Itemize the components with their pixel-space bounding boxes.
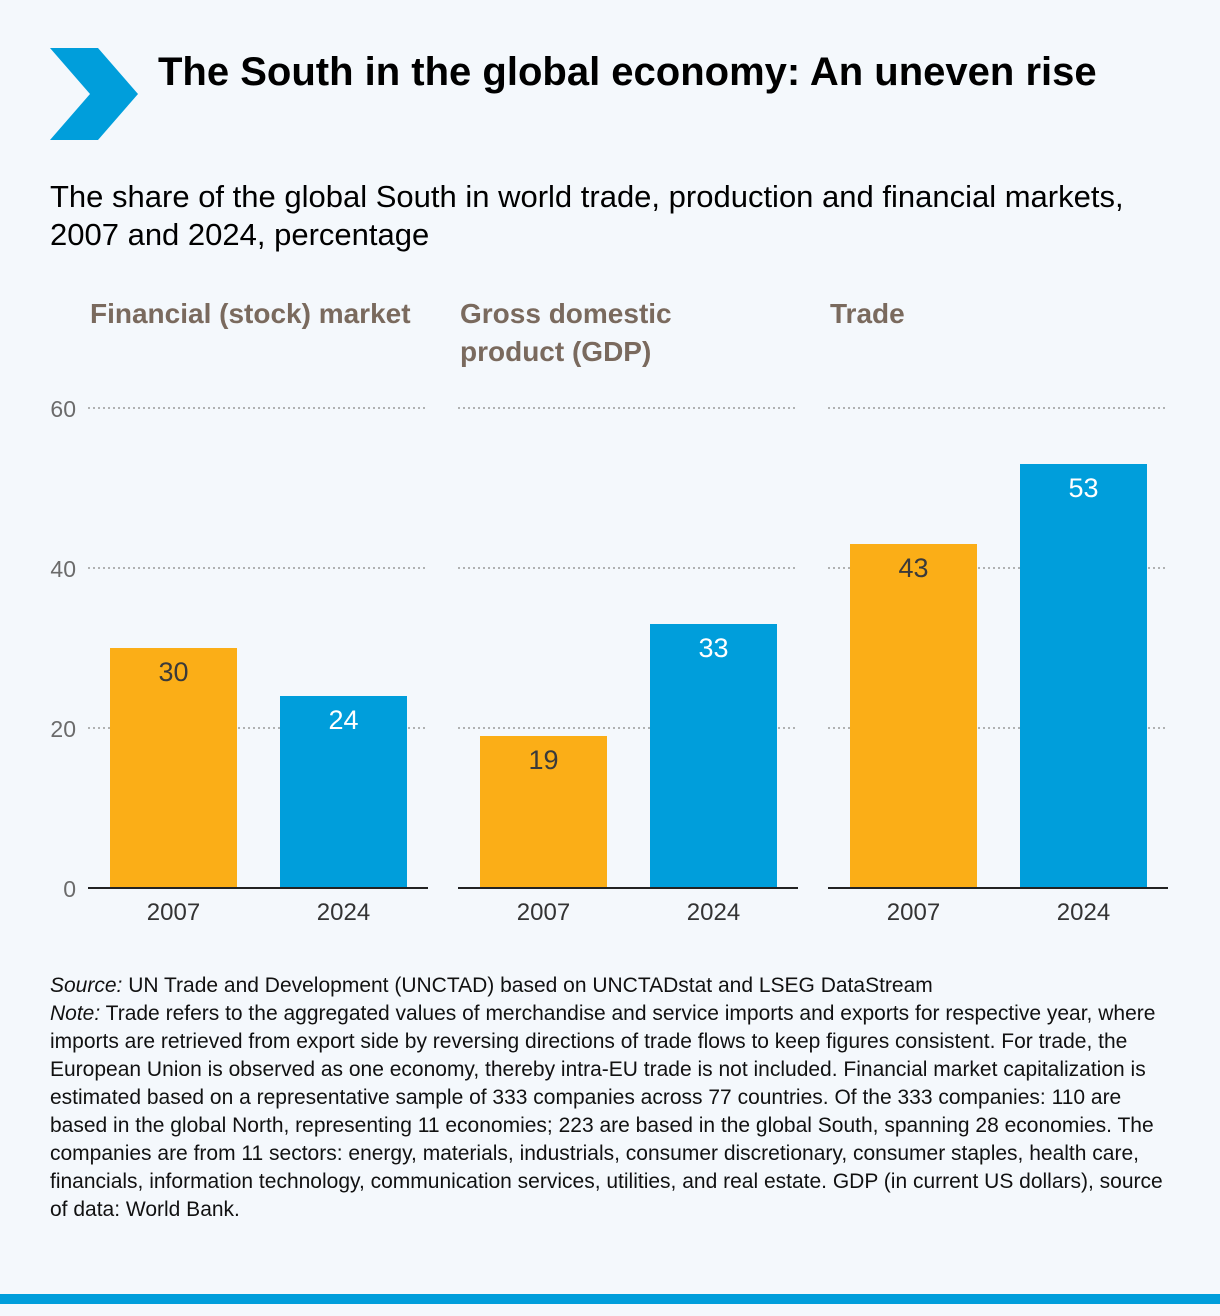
chart-title: The South in the global economy: An unev… (158, 50, 1097, 94)
note-label: Note: (50, 1002, 101, 1025)
notes: Source: UN Trade and Development (UNCTAD… (50, 972, 1170, 1224)
panel-title-2: Gross domestic product (GDP) (460, 298, 672, 367)
chevron-logo-icon (50, 48, 138, 140)
data-label: 43 (898, 553, 928, 583)
category-label: 2024 (1057, 899, 1110, 926)
category-label: 2007 (517, 899, 570, 926)
data-label: 30 (158, 657, 188, 687)
y-tick-label: 0 (63, 876, 76, 902)
bar-2007 (850, 544, 977, 888)
source-label: Source: (50, 974, 123, 997)
chart-subtitle: The share of the global South in world t… (50, 179, 1124, 252)
category-label: 2007 (887, 899, 940, 926)
bar-2007 (480, 736, 607, 888)
bar-2007 (110, 648, 237, 888)
panel-title-3: Trade (830, 298, 905, 329)
category-label: 2007 (147, 899, 200, 926)
data-label: 33 (698, 633, 728, 663)
note-paragraph: Note: Trade refers to the aggregated val… (50, 1000, 1170, 1224)
data-label: 24 (328, 705, 358, 735)
data-label: 53 (1068, 473, 1098, 503)
data-label: 19 (528, 745, 558, 775)
bar-charts: Financial (stock) market 30 2007 24 2024 Gros… (50, 298, 1168, 926)
source-text: UN Trade and Development (UNCTAD) based … (122, 974, 933, 997)
note-text: Trade refers to the aggregated values of… (50, 1002, 1163, 1221)
panel-title-1: Financial (stock) market (90, 298, 411, 329)
bar-2024 (280, 696, 407, 888)
bar-2024 (1020, 464, 1147, 888)
source-line: Source: UN Trade and Development (UNCTAD… (50, 972, 1170, 1000)
y-tick-label: 40 (50, 556, 76, 582)
category-label: 2024 (687, 899, 740, 926)
bottom-accent-bar (0, 1294, 1220, 1304)
y-tick-label: 60 (50, 396, 76, 422)
category-label: 2024 (317, 899, 370, 926)
y-tick-label: 20 (50, 716, 76, 742)
bar-2024 (650, 624, 777, 888)
